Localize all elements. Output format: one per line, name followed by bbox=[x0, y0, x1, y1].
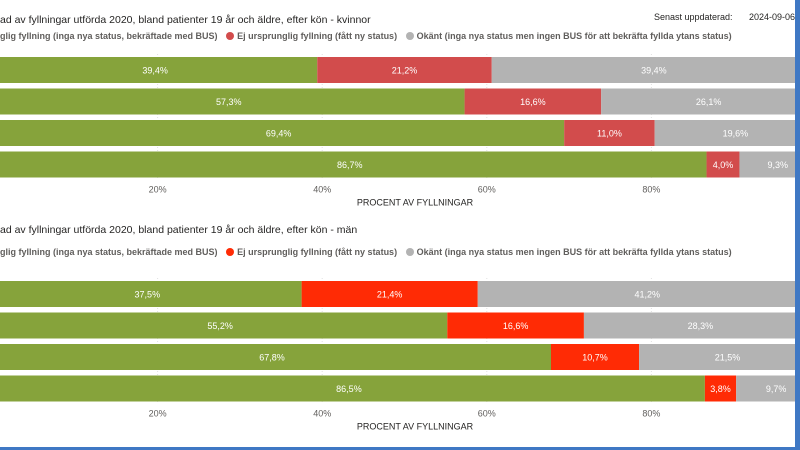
data-label: 39,4% bbox=[641, 66, 667, 76]
data-label: 86,7% bbox=[337, 160, 363, 170]
bar-segment[interactable] bbox=[447, 312, 584, 339]
bar-segment[interactable] bbox=[654, 120, 795, 146]
bar-segment[interactable] bbox=[317, 57, 492, 83]
bar-segment[interactable] bbox=[739, 151, 795, 178]
x-tick-label: 40% bbox=[313, 409, 331, 419]
data-label: 26,1% bbox=[696, 97, 722, 107]
bar-segment[interactable] bbox=[464, 88, 602, 115]
legend-item-original[interactable]: glig fyllning (inga nya status, bekräfta… bbox=[0, 247, 218, 257]
window-frame-right bbox=[795, 0, 800, 450]
chart-title: ad av fyllningar utförda 2020, bland pat… bbox=[0, 224, 358, 236]
x-tick-label: 60% bbox=[478, 409, 496, 419]
x-tick-label: 40% bbox=[313, 185, 331, 195]
data-label: 21,4% bbox=[377, 290, 403, 300]
bar-segment[interactable] bbox=[0, 88, 465, 115]
x-tick-label: 20% bbox=[149, 185, 167, 195]
chart-legend: glig fyllning (inga nya status, bekräfta… bbox=[0, 247, 738, 257]
bar-segment[interactable] bbox=[0, 57, 318, 83]
legend-marker bbox=[226, 32, 235, 40]
legend-item-not-original[interactable]: Ej ursprunglig fyllning (fått ny status) bbox=[226, 31, 397, 41]
bar-segment[interactable] bbox=[301, 281, 478, 307]
data-label: 37,5% bbox=[135, 290, 161, 300]
bar-segment[interactable] bbox=[706, 151, 740, 178]
data-label: 86,5% bbox=[336, 384, 362, 394]
data-label: 57,3% bbox=[216, 97, 242, 107]
data-label: 39,4% bbox=[142, 66, 168, 76]
window-frame-bottom bbox=[0, 447, 800, 450]
stacked-bar-chart-women: 39,4% 21,2% 39,4% 57,3% 16,6% 26,1% 69,4% 11,0%… bbox=[0, 54, 795, 208]
legend-marker bbox=[405, 32, 414, 40]
legend-marker bbox=[226, 248, 235, 256]
bar-segment[interactable] bbox=[564, 120, 655, 146]
legend-label: Ej ursprunglig fyllning (fått ny status) bbox=[237, 247, 398, 257]
bar-segment[interactable] bbox=[477, 281, 795, 307]
bar-segment[interactable] bbox=[639, 344, 795, 370]
data-label: 28,3% bbox=[688, 321, 714, 331]
bar-segment[interactable] bbox=[0, 312, 448, 339]
data-label: 69,4% bbox=[266, 129, 292, 139]
data-label: 9,7% bbox=[766, 384, 787, 394]
data-label: 4,0% bbox=[713, 160, 734, 170]
legend-item-unknown[interactable]: Okänt (inga nya status men ingen BUS för… bbox=[405, 247, 732, 257]
bar-segment[interactable] bbox=[601, 88, 795, 115]
data-label: 16,6% bbox=[520, 97, 546, 107]
data-label: 21,2% bbox=[392, 66, 418, 76]
data-label: 19,6% bbox=[723, 129, 749, 139]
last-updated-date: 2024-09-06 bbox=[749, 12, 796, 22]
bar-segment[interactable] bbox=[0, 281, 302, 307]
legend-item-original[interactable]: glig fyllning (inga nya status, bekräfta… bbox=[0, 31, 218, 41]
legend-marker bbox=[405, 248, 414, 256]
last-updated-label: Senast uppdaterad: bbox=[654, 12, 733, 22]
bar-segment[interactable] bbox=[0, 344, 551, 370]
data-label: 11,0% bbox=[597, 129, 622, 139]
data-label: 67,8% bbox=[259, 353, 285, 363]
legend-label: Ej ursprunglig fyllning (fått ny status) bbox=[237, 31, 398, 41]
legend-item-unknown[interactable]: Okänt (inga nya status men ingen BUS för… bbox=[405, 31, 732, 41]
bar-segment[interactable] bbox=[550, 344, 640, 370]
legend-item-not-original[interactable]: Ej ursprunglig fyllning (fått ny status) bbox=[226, 247, 397, 257]
chart-title: ad av fyllningar utförda 2020, bland pat… bbox=[0, 14, 371, 26]
x-tick-label: 80% bbox=[642, 185, 660, 195]
data-label: 3,8% bbox=[710, 384, 731, 394]
bar-segment[interactable] bbox=[491, 57, 795, 83]
legend-label: glig fyllning (inga nya status, bekräfta… bbox=[0, 247, 218, 257]
legend-label: Okänt (inga nya status men ingen BUS för… bbox=[416, 247, 732, 257]
data-label: 21,5% bbox=[715, 353, 741, 363]
bar-segment[interactable] bbox=[0, 375, 705, 402]
x-tick-label: 20% bbox=[149, 409, 167, 419]
legend-label: Okänt (inga nya status men ingen BUS för… bbox=[416, 31, 732, 41]
data-label: 16,6% bbox=[503, 321, 529, 331]
data-label: 9,3% bbox=[767, 160, 788, 170]
bar-segment[interactable] bbox=[583, 312, 795, 339]
bar-segment[interactable] bbox=[0, 120, 565, 146]
x-axis-title: PROCENT AV FYLLNINGAR bbox=[357, 422, 474, 432]
stacked-bar-chart-men: 37,5% 21,4% 41,2% 55,2% 16,6% 28,3% 67,8% 10,7%… bbox=[0, 278, 795, 432]
data-label: 41,2% bbox=[635, 290, 661, 300]
x-tick-label: 80% bbox=[642, 409, 660, 419]
bar-segment[interactable] bbox=[736, 375, 795, 402]
legend-label: glig fyllning (inga nya status, bekräfta… bbox=[0, 31, 218, 41]
data-label: 10,7% bbox=[582, 353, 608, 363]
bar-segment[interactable] bbox=[0, 151, 707, 178]
x-axis-title: PROCENT AV FYLLNINGAR bbox=[357, 198, 474, 208]
bar-segment[interactable] bbox=[704, 375, 737, 402]
data-label: 55,2% bbox=[207, 321, 233, 331]
x-tick-label: 60% bbox=[478, 185, 496, 195]
chart-legend: glig fyllning (inga nya status, bekräfta… bbox=[0, 31, 738, 41]
